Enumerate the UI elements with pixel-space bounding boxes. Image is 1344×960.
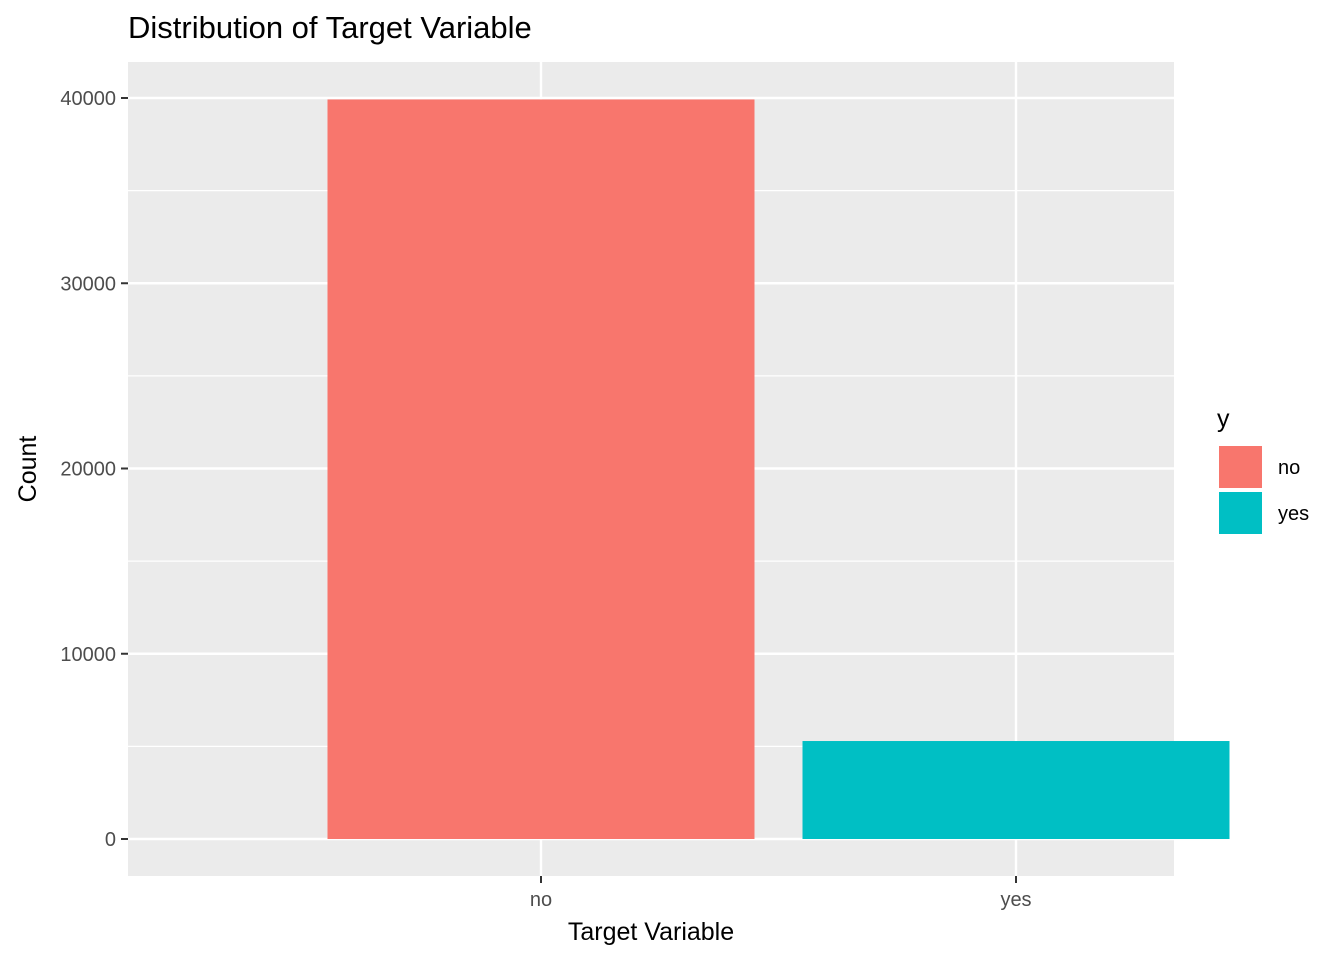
bar-no	[327, 99, 755, 839]
legend-key-no	[1217, 444, 1264, 490]
y-tick-label: 10000	[60, 644, 116, 666]
chart-title: Distribution of Target Variable	[128, 10, 532, 45]
x-axis: no yes	[530, 876, 1032, 911]
legend-entries: no yes	[1217, 444, 1309, 536]
y-tick-label: 20000	[60, 459, 116, 481]
x-tick-label: no	[530, 889, 552, 911]
bars	[327, 99, 1230, 839]
y-tick-label: 40000	[60, 88, 116, 110]
bar-yes	[802, 741, 1230, 839]
y-axis: 0 10000 20000 30000 40000	[60, 88, 128, 851]
legend-key-yes	[1217, 490, 1264, 536]
x-axis-title: Target Variable	[568, 918, 734, 946]
legend-label-yes: yes	[1278, 503, 1309, 525]
y-tick-label: 0	[105, 829, 116, 851]
y-tick-label: 30000	[60, 273, 116, 295]
x-tick-label: yes	[1000, 889, 1031, 911]
legend-title: y	[1217, 405, 1230, 433]
legend: y no yes	[1217, 405, 1309, 536]
y-axis-title: Count	[14, 436, 42, 503]
legend-label-no: no	[1278, 457, 1300, 479]
